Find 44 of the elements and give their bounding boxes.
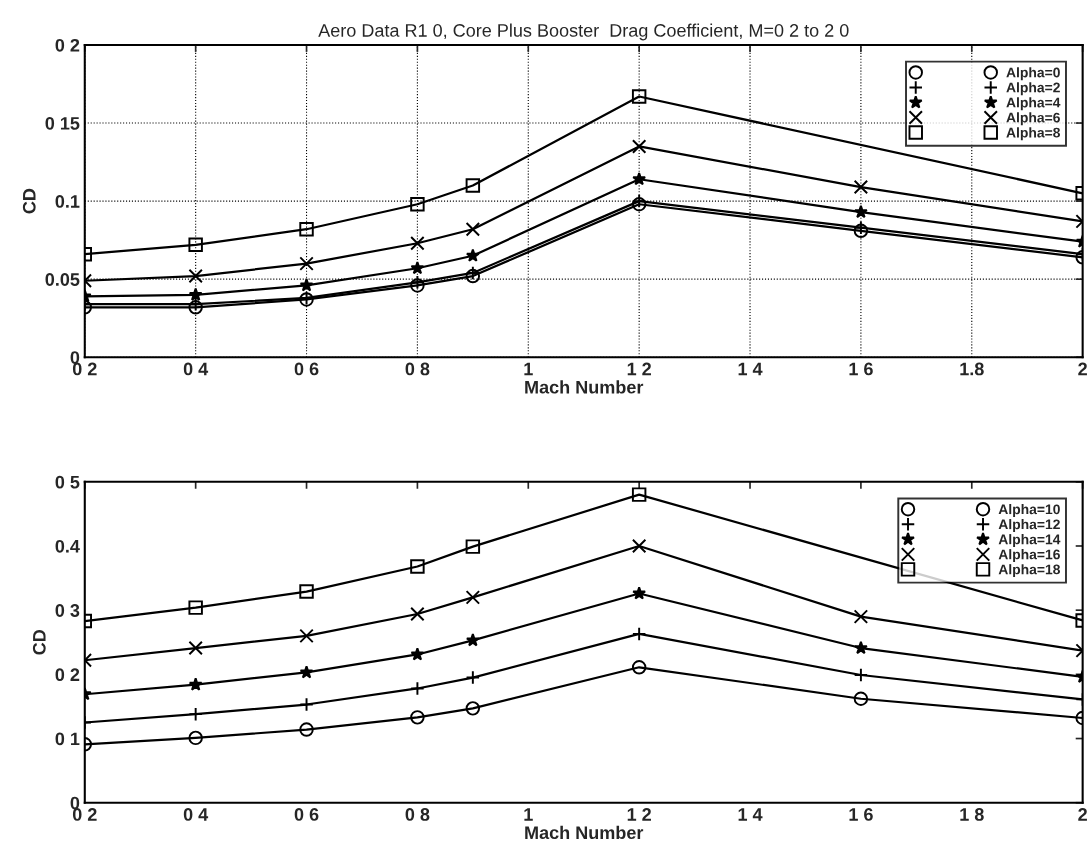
legend-label: Alpha=2 [1006, 82, 1060, 96]
x-tick-label: 0 6 [294, 808, 319, 821]
y-tick-label: 0 [70, 796, 80, 810]
y-tick-label: 0 2 [55, 668, 80, 682]
x-tick-label: 0 4 [183, 808, 209, 821]
legend-label: Alpha=10 [998, 504, 1060, 517]
legend-label: Alpha=6 [1006, 112, 1060, 126]
y-tick-label: 0 1 [55, 732, 80, 746]
x-tick-label: 1 4 [738, 362, 763, 376]
y-tick-label: 0 2 [55, 38, 80, 52]
x-tick-label: 0 8 [405, 808, 430, 821]
legend-label: Alpha=8 [1006, 127, 1061, 141]
legend-label: Alpha=14 [998, 534, 1061, 548]
y-tick-label: 0.1 [55, 195, 80, 208]
legend-label: Alpha=12 [998, 519, 1060, 532]
x-axis-title: Mach Number [525, 825, 644, 840]
x-tick-label: 1 2 [627, 362, 651, 376]
x-tick-label: 1 [524, 362, 533, 376]
y-axis-title: CD [22, 188, 36, 214]
x-tick-label: 1 2 [627, 808, 651, 821]
x-tick-label: 1 [524, 808, 533, 821]
x-tick-label: 1 4 [738, 808, 763, 821]
legend-label: Alpha=4 [1006, 97, 1061, 111]
legend-label: Alpha=0 [1006, 67, 1060, 81]
y-tick-label: 0 5 [55, 475, 80, 489]
y-tick-label: 0 3 [55, 604, 80, 617]
x-tick-label: 0 8 [405, 362, 430, 376]
y-tick-label: 0.05 [45, 273, 80, 286]
chart-title: Aero Data R1 0, Core Plus Booster Drag Coefficient, M=0 2 to 2 0 [318, 23, 849, 41]
x-tick-label: 1 6 [849, 808, 873, 821]
y-tick-label: 0 [70, 351, 80, 364]
x-tick-label: 0 6 [294, 362, 319, 376]
y-tick-label: 0.4 [55, 539, 80, 553]
x-tick-label: 1.8 [960, 362, 984, 376]
legend-label: Alpha=18 [998, 564, 1061, 578]
x-tick-label: 2 [1078, 362, 1087, 376]
y-axis-title: CD [32, 629, 46, 655]
x-tick-label: 1 8 [960, 808, 984, 821]
x-axis-title: Mach Number [525, 380, 644, 394]
x-tick-label: 0 4 [183, 362, 209, 376]
x-tick-label: 2 [1078, 808, 1087, 821]
legend-label: Alpha=16 [998, 549, 1060, 563]
x-tick-label: 1 6 [849, 362, 873, 376]
y-tick-label: 0 15 [45, 116, 80, 130]
